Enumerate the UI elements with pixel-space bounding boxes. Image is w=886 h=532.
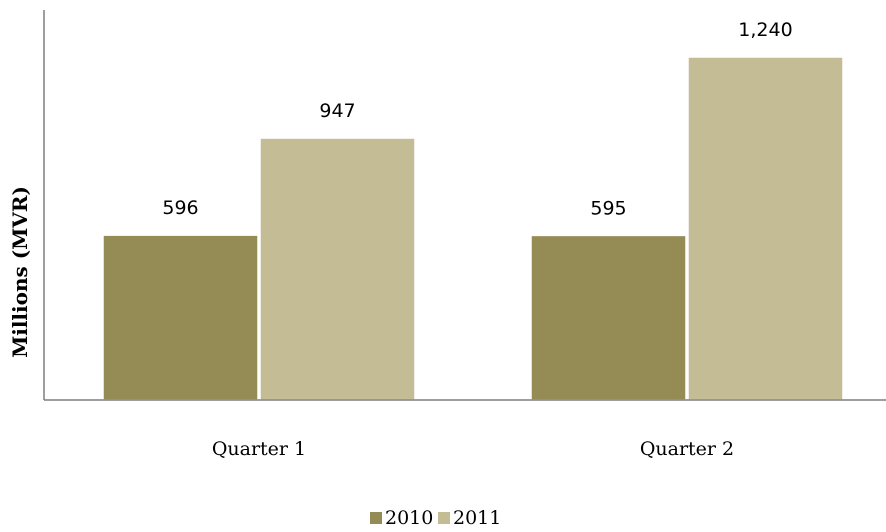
- legend: 2010 2011: [370, 507, 501, 529]
- data-label-quarter-1-2010: 596: [162, 197, 198, 219]
- data-label-quarter-2-2010: 595: [590, 197, 626, 219]
- legend-swatch-2010: [370, 512, 382, 524]
- data-label-quarter-2-2011: 1,240: [738, 19, 792, 41]
- category-label-quarter-1: Quarter 1: [212, 438, 306, 460]
- plot-area: 596 947 Quarter 1 595 1,240 Quarter 2: [102, 19, 844, 460]
- legend-swatch-2011: [438, 512, 450, 524]
- y-axis-label: Millions (MVR): [8, 186, 32, 358]
- legend-label-2010: 2010: [385, 507, 433, 529]
- category-label-quarter-2: Quarter 2: [640, 438, 734, 460]
- bar-quarter-1-2011: [259, 137, 416, 401]
- legend-label-2011: 2011: [453, 507, 501, 529]
- bar-quarter-1-2010: [102, 234, 259, 401]
- bar-quarter-2-2010: [530, 234, 687, 401]
- data-label-quarter-1-2011: 947: [319, 100, 355, 122]
- bar-quarter-2-2011: [687, 56, 844, 401]
